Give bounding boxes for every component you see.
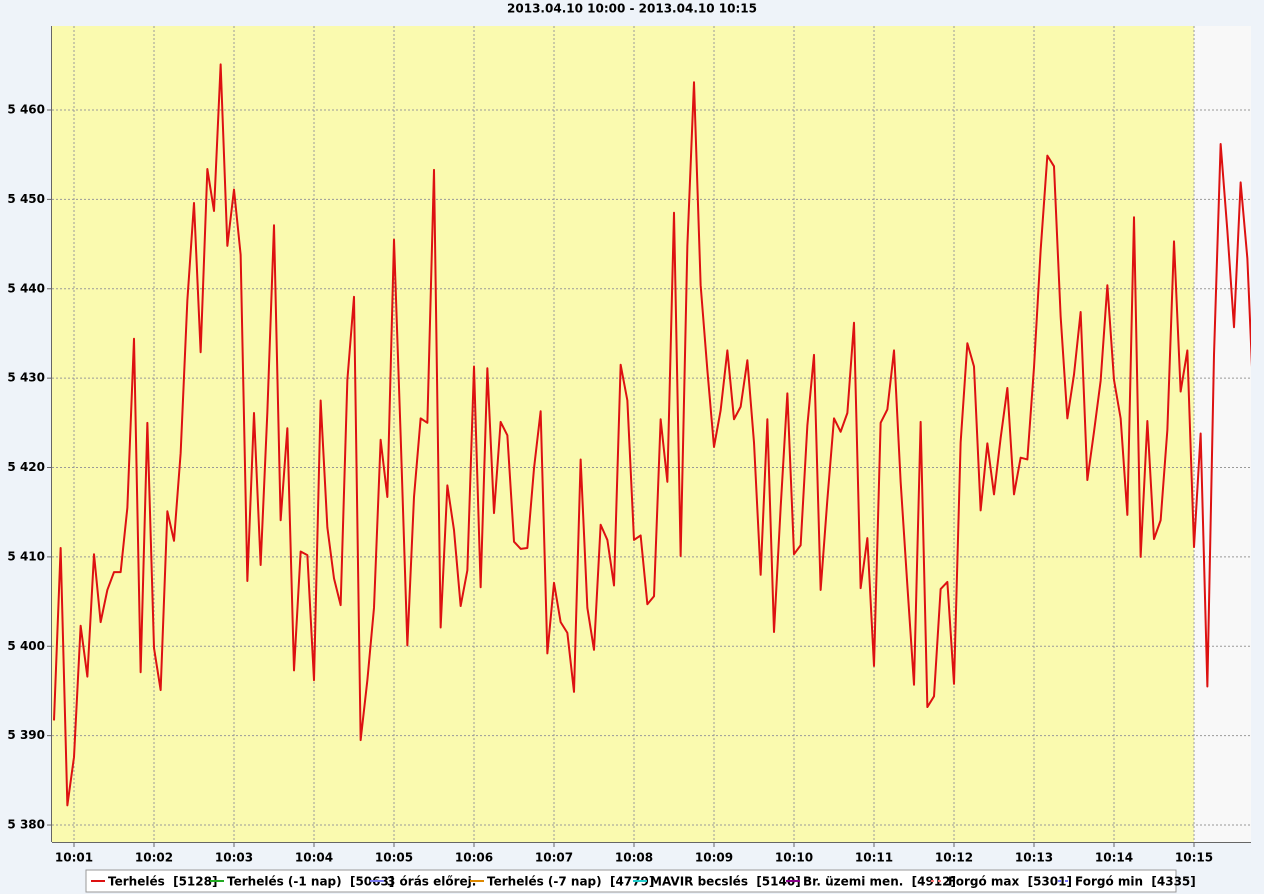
legend-label: Br. üzemi men. [4912] — [803, 875, 956, 889]
x-tick-label: 10:14 — [1095, 851, 1133, 865]
shaded-region — [52, 26, 1194, 842]
x-tick-label: 10:13 — [1015, 851, 1053, 865]
x-tick-label: 10:05 — [375, 851, 413, 865]
legend-label: Forgó max [5301] — [948, 875, 1072, 889]
legend-label: 3 órás előrej. — [387, 875, 476, 889]
x-tick-label: 10:11 — [855, 851, 893, 865]
y-tick-label: 5 450 — [7, 192, 45, 206]
x-tick-label: 10:10 — [775, 851, 813, 865]
chart-title: 2013.04.10 10:00 - 2013.04.10 10:15 — [507, 2, 757, 16]
y-tick-label: 5 390 — [7, 728, 45, 742]
x-tick-label: 10:08 — [615, 851, 653, 865]
y-tick-label: 5 410 — [7, 549, 45, 563]
legend-label: MAVIR becslés [5140] — [650, 875, 801, 889]
y-tick-label: 5 420 — [7, 460, 45, 474]
x-tick-label: 10:03 — [215, 851, 253, 865]
x-tick-label: 10:09 — [695, 851, 733, 865]
y-tick-label: 5 440 — [7, 281, 45, 295]
legend-label: Terhelés (-7 nap) [4779] — [487, 875, 654, 889]
legend-label: Terhelés (-1 nap) [5063] — [227, 875, 394, 889]
series-line — [53, 63, 1251, 807]
legend-label: Terhelés [5128] — [108, 875, 217, 889]
legend — [85, 869, 1177, 893]
x-tick-label: 10:07 — [535, 851, 573, 865]
x-tick-label: 10:15 — [1175, 851, 1213, 865]
x-tick-label: 10:04 — [295, 851, 333, 865]
legend-label: Forgó min [4335] — [1075, 875, 1196, 889]
x-tick-label: 10:12 — [935, 851, 973, 865]
y-tick-label: 5 460 — [7, 103, 45, 117]
y-tick-label: 5 380 — [7, 818, 45, 832]
y-tick-label: 5 430 — [7, 371, 45, 385]
y-tick-label: 5 400 — [7, 639, 45, 653]
x-tick-label: 10:01 — [55, 851, 93, 865]
x-tick-label: 10:02 — [135, 851, 173, 865]
x-tick-label: 10:06 — [455, 851, 493, 865]
